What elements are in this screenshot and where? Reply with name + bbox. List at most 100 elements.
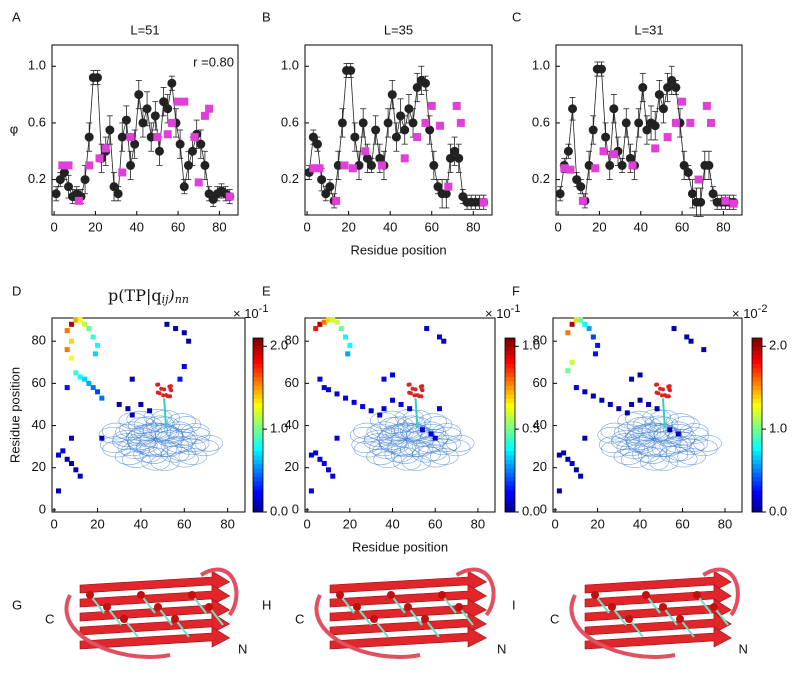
x-tick-label: 40 [633, 219, 647, 234]
cell [398, 401, 404, 407]
point [642, 125, 652, 135]
inset-ligand [407, 390, 412, 395]
cell [592, 351, 598, 357]
inset-ligand [407, 382, 412, 387]
inset-strand [640, 453, 669, 471]
cell [565, 456, 571, 462]
residue [336, 591, 344, 599]
inset-strand [370, 421, 400, 439]
inset-strand [121, 451, 151, 468]
colorbar-step [752, 381, 762, 387]
cell [654, 406, 660, 412]
inset-strand [649, 454, 679, 471]
x-tick-label: 80 [471, 516, 485, 531]
colorbar-step [505, 390, 515, 396]
square-point [205, 104, 214, 113]
colorbar-step [752, 451, 762, 456]
cell [381, 406, 387, 412]
y-tick-label: 60 [533, 375, 547, 390]
colorbar-step [253, 372, 263, 378]
plot-frame [51, 317, 246, 513]
point [200, 160, 210, 170]
colorbar-step [752, 377, 762, 382]
inset-ligand [415, 393, 420, 398]
cell [556, 488, 562, 494]
inset-ligand [666, 394, 671, 399]
inset-strand [412, 445, 441, 463]
cell [64, 347, 70, 353]
colorbar-step [253, 355, 263, 361]
inset-strand [428, 438, 458, 455]
square-point [628, 161, 637, 170]
colorbar-step [253, 485, 263, 491]
x-tick-label: 0 [51, 516, 58, 531]
point [375, 153, 385, 163]
inset-ligand [655, 382, 660, 387]
inset-strand [180, 435, 210, 452]
y-tick-label: 20 [285, 459, 299, 474]
inset-strand [166, 423, 195, 441]
cell [73, 370, 79, 376]
residue [625, 615, 633, 623]
inset-link [414, 398, 419, 429]
cell [116, 401, 122, 407]
cell [147, 408, 153, 414]
colorbar-step [505, 351, 515, 356]
cell [325, 467, 331, 473]
colorbar-step [505, 346, 515, 352]
point [445, 153, 455, 163]
inset-strand [433, 427, 462, 444]
point [350, 132, 360, 142]
x-tick-label: 60 [171, 219, 185, 234]
point [658, 104, 668, 114]
colorbar-step [253, 451, 263, 456]
point [441, 189, 451, 199]
point [159, 97, 169, 107]
colorbar-step [752, 468, 762, 474]
point [188, 146, 198, 156]
beta-strand [79, 584, 231, 608]
panel-title: p(TP|qij)nn [108, 286, 189, 307]
inset-strand [625, 433, 655, 450]
cell [90, 334, 96, 340]
inset-strand [421, 450, 451, 468]
colorbar-step [505, 420, 515, 426]
x-tick-label: 20 [343, 516, 357, 531]
inset-strand [659, 437, 689, 455]
colorbar-scale: × 10-2 [732, 303, 767, 322]
residue [455, 603, 463, 611]
inset-strand [399, 440, 429, 458]
point [117, 132, 127, 142]
y-tick-label: 0.2 [28, 171, 46, 186]
colorbar-step [752, 446, 762, 452]
cell [69, 355, 75, 361]
inset-strand [429, 448, 459, 465]
cell [688, 338, 694, 344]
cell [92, 351, 98, 357]
colorbar-step [505, 407, 515, 413]
colorbar-step [752, 351, 762, 356]
cell [441, 338, 447, 344]
y-tick-label: 0.6 [532, 114, 550, 129]
colorbar-step [253, 420, 263, 426]
colorbar-step [752, 438, 762, 443]
cell [173, 326, 179, 332]
colorbar-step [752, 416, 762, 422]
cell [347, 342, 353, 348]
plot-frame [304, 44, 493, 216]
cell [138, 401, 144, 407]
colorbar-step [752, 429, 762, 435]
cell [321, 461, 327, 466]
inset-strand [402, 454, 431, 471]
square-point [180, 97, 189, 106]
square-point [340, 161, 349, 170]
square-point [591, 164, 600, 173]
inset-ligand [413, 387, 418, 392]
x-tick-label: 40 [383, 219, 397, 234]
inset-strand [441, 439, 471, 457]
inset-ligand [659, 393, 664, 398]
panel-letter: C [512, 9, 521, 24]
inset-strand [617, 412, 647, 430]
inset-link [163, 398, 168, 429]
colorbar-step [752, 459, 762, 465]
